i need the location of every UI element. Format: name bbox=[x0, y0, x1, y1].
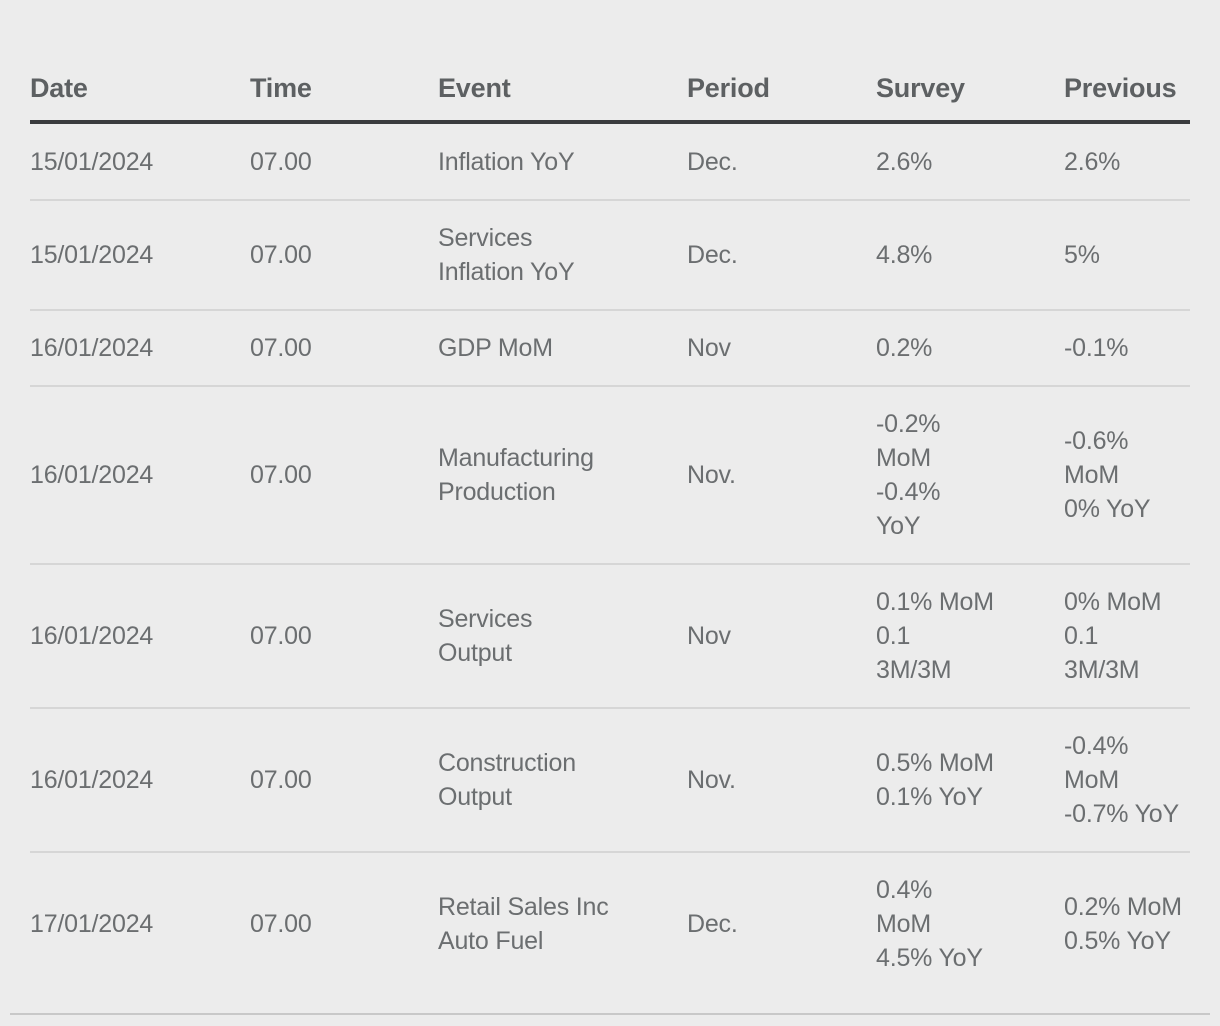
cell-time: 07.00 bbox=[250, 564, 438, 709]
table-body: 15/01/2024 07.00 Inflation YoY Dec. 2.6%… bbox=[30, 122, 1190, 995]
cell-period: Nov bbox=[687, 310, 876, 387]
table-row: 15/01/2024 07.00 Services Inflation YoY … bbox=[30, 200, 1190, 311]
cell-date: 16/01/2024 bbox=[30, 310, 250, 387]
header-event: Event bbox=[438, 56, 687, 124]
cell-time: 07.00 bbox=[250, 708, 438, 853]
cell-time: 07.00 bbox=[250, 310, 438, 387]
cell-survey: 0.4% MoM 4.5% YoY bbox=[876, 876, 983, 972]
table-row: 16/01/2024 07.00 GDP MoM Nov 0.2% -0.1% bbox=[30, 310, 1190, 387]
cell-event: Inflation YoY bbox=[438, 122, 687, 201]
cell-survey: 0.2% bbox=[876, 310, 1064, 387]
cell-time: 07.00 bbox=[250, 200, 438, 311]
cell-previous: 2.6% bbox=[1064, 122, 1190, 201]
cell-period: Nov bbox=[687, 564, 876, 709]
cell-date: 16/01/2024 bbox=[30, 708, 250, 853]
cell-survey: 0.1% MoM 0.1 3M/3M bbox=[876, 564, 1064, 709]
cell-event: GDP MoM bbox=[438, 310, 687, 387]
cell-time: 07.00 bbox=[250, 386, 438, 565]
cell-date: 15/01/2024 bbox=[30, 200, 250, 311]
bottom-divider bbox=[10, 1013, 1210, 1015]
cell-event: Construction Output bbox=[438, 708, 687, 853]
header-date: Date bbox=[30, 56, 250, 124]
header-previous: Previous bbox=[1064, 56, 1190, 124]
cell-previous: 0% MoM 0.1 3M/3M bbox=[1064, 564, 1190, 709]
cell-event: Services Output bbox=[438, 564, 687, 709]
cell-survey: 2.6% bbox=[876, 122, 1064, 201]
cell-previous: 0.2% MoM 0.5% YoY bbox=[1064, 893, 1182, 955]
cell-event: Retail Sales Inc Auto Fuel bbox=[438, 893, 609, 955]
table-row: 16/01/2024 07.00 Manufacturing Productio… bbox=[30, 386, 1190, 565]
header-period: Period bbox=[687, 56, 876, 124]
cell-date: 15/01/2024 bbox=[30, 122, 250, 201]
table-row: 16/01/2024 07.00 Services Output Nov 0.1… bbox=[30, 564, 1190, 709]
cell-previous: 5% bbox=[1064, 200, 1190, 311]
cell-period: Nov. bbox=[687, 386, 876, 565]
cell-survey: 4.8% bbox=[876, 200, 1064, 311]
cell-time: 07.00 bbox=[250, 122, 438, 201]
cell-period: Dec. bbox=[687, 200, 876, 311]
cell-survey: 0.5% MoM 0.1% YoY bbox=[876, 708, 1064, 853]
table-row: 15/01/2024 07.00 Inflation YoY Dec. 2.6%… bbox=[30, 122, 1190, 201]
table-row: 17/01/2024 07.00 Retail Sales Inc Auto F… bbox=[30, 852, 1190, 995]
table-row: 16/01/2024 07.00 Construction Output Nov… bbox=[30, 708, 1190, 853]
cell-time: 07.00 bbox=[250, 910, 312, 938]
cell-date: 16/01/2024 bbox=[30, 386, 250, 565]
economic-calendar-table-wrapper: Date Time Event Period Survey Previous 1… bbox=[30, 56, 1190, 995]
economic-calendar-table: Date Time Event Period Survey Previous 1… bbox=[30, 56, 1190, 995]
cell-date: 16/01/2024 bbox=[30, 564, 250, 709]
cell-date: 17/01/2024 bbox=[30, 910, 154, 938]
cell-previous: -0.4% MoM -0.7% YoY bbox=[1064, 708, 1190, 853]
cell-survey: -0.2% MoM -0.4% YoY bbox=[876, 386, 1064, 565]
table-header: Date Time Event Period Survey Previous bbox=[30, 56, 1190, 124]
cell-previous: -0.1% bbox=[1064, 310, 1190, 387]
header-row: Date Time Event Period Survey Previous bbox=[30, 56, 1190, 124]
cell-previous: -0.6% MoM 0% YoY bbox=[1064, 386, 1190, 565]
header-time: Time bbox=[250, 56, 438, 124]
cell-period: Dec. bbox=[687, 122, 876, 201]
cell-event: Services Inflation YoY bbox=[438, 200, 687, 311]
cell-period: Dec. bbox=[687, 910, 738, 938]
cell-period: Nov. bbox=[687, 708, 876, 853]
header-survey: Survey bbox=[876, 56, 1064, 124]
cell-event: Manufacturing Production bbox=[438, 386, 687, 565]
